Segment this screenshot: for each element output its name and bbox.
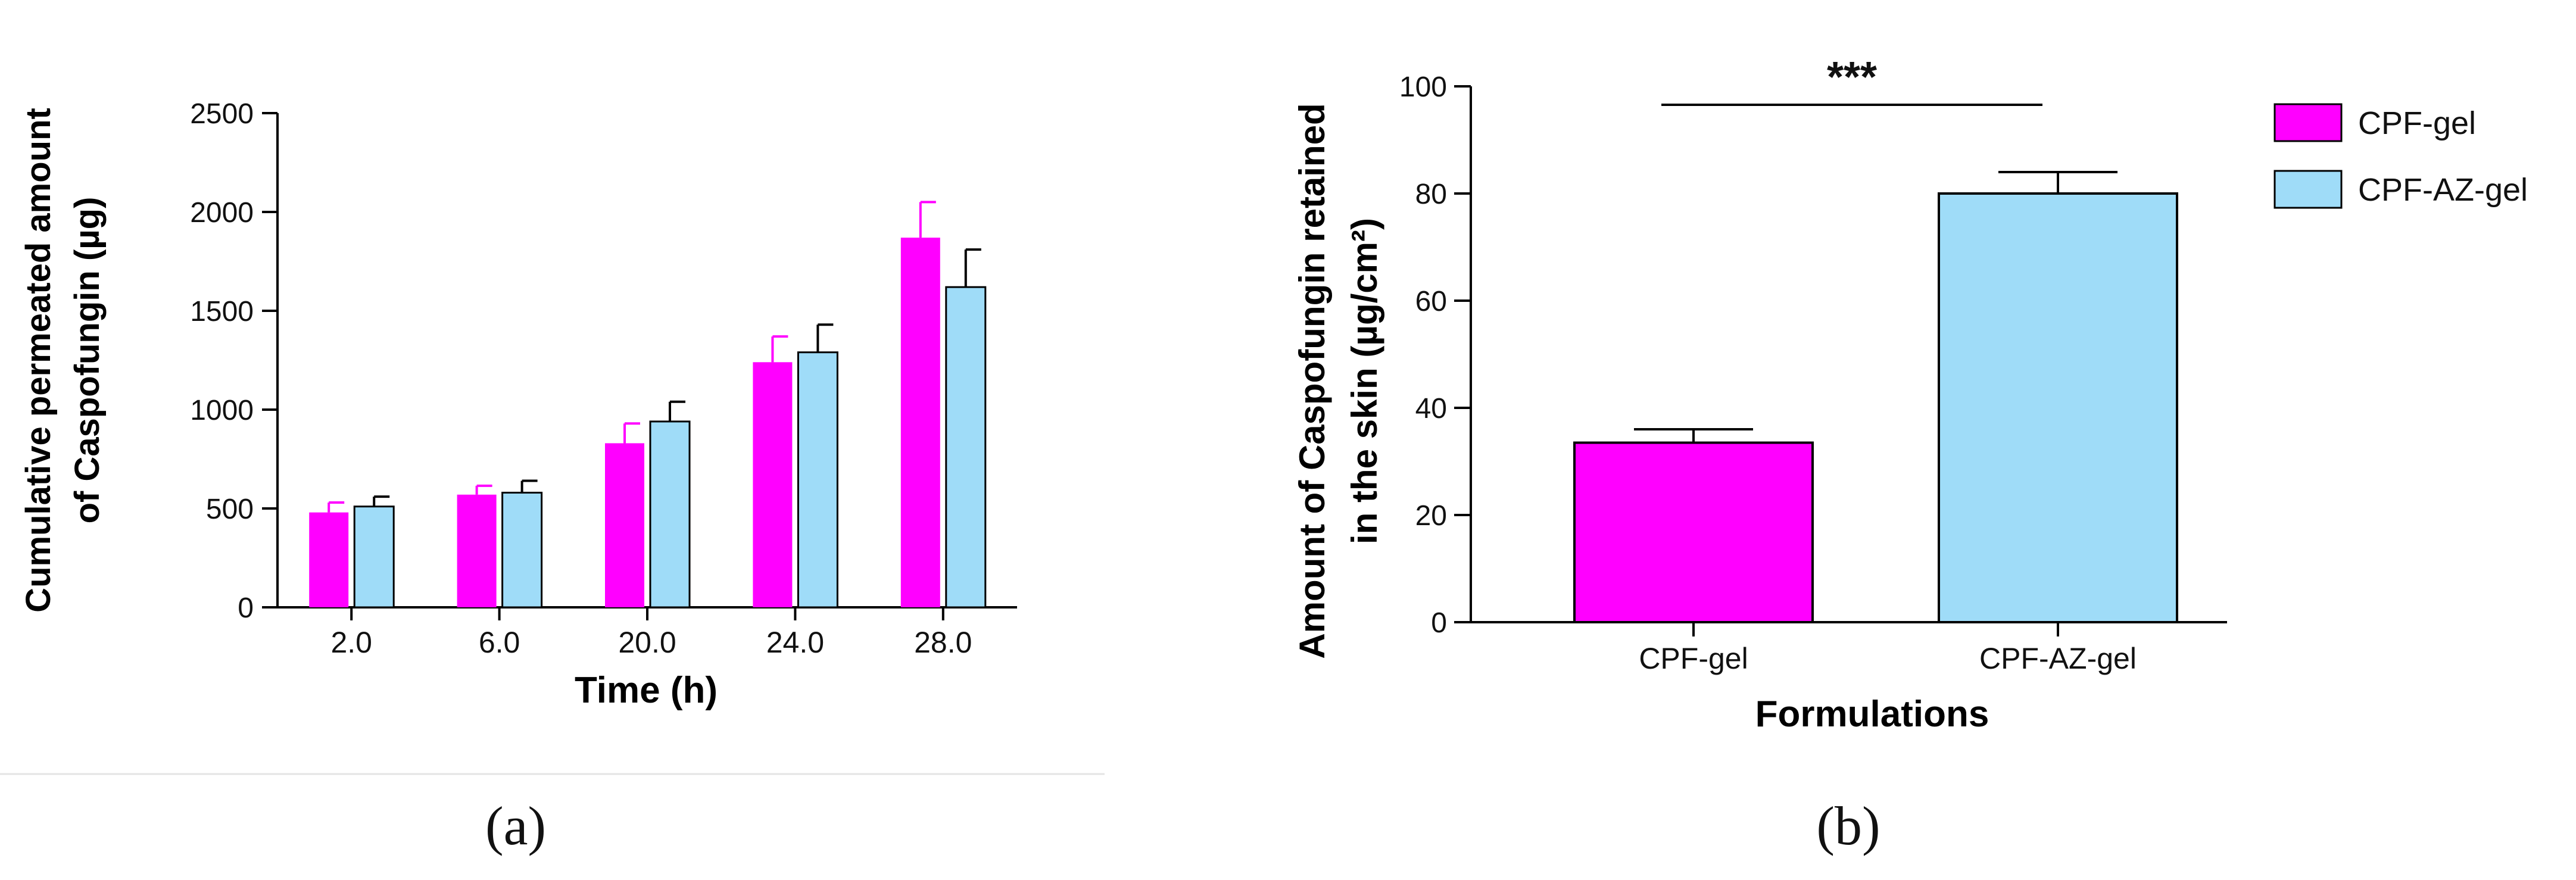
chart-panel-a: Cumulative permeated amount of Caspofung… [0, 98, 1105, 856]
panel-label-a: (a) [485, 795, 546, 856]
bar [1573, 441, 1814, 623]
bar [900, 238, 940, 607]
y-tick-label: 0 [1431, 607, 1447, 639]
bar [501, 491, 543, 608]
y-tick-label: 40 [1415, 393, 1447, 425]
y-axis-label-line1: Cumulative permeated amount [19, 108, 58, 613]
bar [309, 512, 349, 607]
y-tick-label: 80 [1415, 179, 1447, 210]
legend-label: CPF-AZ-gel [2358, 172, 2528, 208]
legend-swatch [2274, 170, 2343, 209]
bar [945, 286, 987, 608]
y-tick-label: 2000 [190, 197, 254, 229]
y-tick-label: 0 [238, 592, 254, 624]
y-axis-label-line2: in the skin (µg/cm²) [1345, 218, 1384, 544]
bar [649, 420, 691, 608]
bar [457, 494, 497, 607]
y-tick-label: 60 [1415, 286, 1447, 317]
bar [1938, 192, 2178, 623]
y-tick-label: 20 [1415, 500, 1447, 532]
x-tick-label: CPF-AZ-gel [1979, 642, 2137, 675]
y-tick-label: 100 [1399, 71, 1447, 103]
y-axis-label-line2: of Caspofungin (µg) [68, 197, 107, 524]
legend-swatch [2274, 103, 2343, 142]
bar [753, 362, 793, 607]
bar [605, 443, 644, 607]
x-tick-label: 24.0 [766, 626, 824, 659]
y-tick-label: 1000 [190, 395, 254, 426]
x-axis-label: Time (h) [575, 670, 718, 711]
y-axis-label-line1: Amount of Caspofungin retained [1292, 103, 1332, 659]
x-tick-label: 28.0 [914, 626, 972, 659]
y-tick-label: 2500 [190, 98, 254, 130]
x-tick-label: 6.0 [479, 626, 520, 659]
significance-label: *** [1827, 54, 1877, 101]
bar [353, 505, 395, 608]
legend-label: CPF-gel [2358, 105, 2476, 141]
bar [797, 351, 838, 608]
x-tick-label: 2.0 [330, 626, 372, 659]
x-axis-label: Formulations [1755, 694, 1989, 735]
panel-label-b: (b) [1816, 795, 1880, 856]
y-tick-label: 500 [206, 494, 254, 525]
chart-panel-b: Amount of Caspofungin retained in the sk… [1292, 54, 2528, 856]
y-tick-label: 1500 [190, 296, 254, 327]
x-tick-label: CPF-gel [1639, 642, 1748, 675]
x-tick-label: 20.0 [618, 626, 676, 659]
